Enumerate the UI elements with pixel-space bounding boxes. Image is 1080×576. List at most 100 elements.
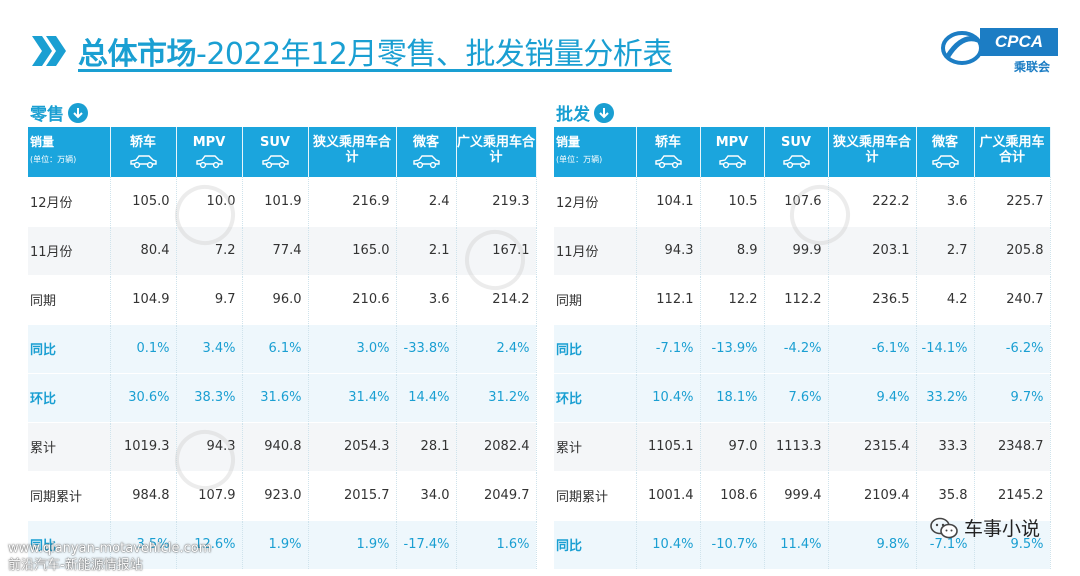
table-cell: 107.6 [764, 177, 829, 227]
car-icon [783, 155, 810, 169]
table-cell: 2.1 [396, 226, 457, 276]
table-cell: 3.6 [916, 177, 975, 227]
column-header: 微客 [916, 127, 975, 177]
table-cell: 9.8% [828, 520, 917, 570]
table-cell: 12.6% [176, 520, 243, 570]
table-cell: 999.4 [764, 471, 829, 521]
row-label: 同期 [28, 275, 111, 325]
table-cell: 2348.7 [974, 422, 1051, 472]
table-row: 11月份 94.3 8.9 99.9 203.1 2.7 205.8 [554, 226, 1051, 276]
retail-heading: 零售 [30, 100, 88, 125]
table-cell: 94.3 [636, 226, 701, 276]
table-cell: 97.0 [700, 422, 765, 472]
table-cell: 9.5% [974, 520, 1051, 570]
row-label: 环比 [28, 373, 111, 423]
table-cell: 11.4% [764, 520, 829, 570]
table-cell: 1019.3 [110, 422, 177, 472]
table-cell: 9.4% [828, 373, 917, 423]
table-cell: 7.2 [176, 226, 243, 276]
row-label: 环比 [554, 373, 637, 423]
car-icon [655, 155, 682, 169]
table-cell: 112.1 [636, 275, 701, 325]
table-cell: 1.9% [242, 520, 309, 570]
table-cell: 236.5 [828, 275, 917, 325]
table-cell: 96.0 [242, 275, 309, 325]
table-row: 同比 -7.1% -13.9% -4.2% -6.1% -14.1% -6.2% [554, 324, 1051, 374]
table-cell: 10.4% [636, 373, 701, 423]
table-cell: 31.4% [308, 373, 397, 423]
table-cell: -6.2% [974, 324, 1051, 374]
row-label: 同期累计 [554, 471, 637, 521]
table-cell: 2109.4 [828, 471, 917, 521]
car-icon [262, 155, 289, 169]
table-cell: 167.1 [456, 226, 537, 276]
logo-text: CPCA [980, 28, 1058, 56]
row-label: 累计 [28, 422, 111, 472]
header: 总体市场-2022年12月零售、批发销量分析表 [30, 28, 672, 74]
table-cell: 4.2 [916, 275, 975, 325]
footer-watermark: www.qianyan-motavehicle.com 前沿汽车-新能源情报站 [8, 541, 212, 573]
table-cell: 10.4% [636, 520, 701, 570]
table-row: 同期累计 984.8 107.9 923.0 2015.7 34.0 2049.7 [28, 471, 537, 521]
table-cell: 3.4% [176, 324, 243, 374]
column-header: MPV [700, 127, 765, 177]
table-cell: 6.1% [242, 324, 309, 374]
table-cell: 3.6 [396, 275, 457, 325]
table-cell: 10.5 [700, 177, 765, 227]
table-cell: 33.2% [916, 373, 975, 423]
table-cell: 923.0 [242, 471, 309, 521]
table-cell: -10.7% [700, 520, 765, 570]
table-cell: 12.2 [700, 275, 765, 325]
table-cell: 104.1 [636, 177, 701, 227]
table-cell: 2049.7 [456, 471, 537, 521]
column-header: MPV [176, 127, 243, 177]
table-cell: 2082.4 [456, 422, 537, 472]
table-row: 同比 3.5% 12.6% 1.9% 1.9% -17.4% 1.6% [28, 520, 537, 570]
double-chevron-icon [30, 34, 68, 68]
table-cell: 18.1% [700, 373, 765, 423]
table-cell: 101.9 [242, 177, 309, 227]
column-header: 微客 [396, 127, 457, 177]
table-cell: 1001.4 [636, 471, 701, 521]
retail-table: 销量 (单位：万辆) 轿车 MPV SUV 狭义乘用车合计 微客 广义乘用车合计 12月份 10… [28, 127, 537, 570]
column-header: 轿车 [110, 127, 177, 177]
table-cell: 31.2% [456, 373, 537, 423]
table-cell: 2054.3 [308, 422, 397, 472]
table-cell: 984.8 [110, 471, 177, 521]
arrow-down-icon [594, 102, 614, 123]
table-cell: 3.0% [308, 324, 397, 374]
table-row: 11月份 80.4 7.2 77.4 165.0 2.1 167.1 [28, 226, 537, 276]
table-cell: 222.2 [828, 177, 917, 227]
table-cell: 8.9 [700, 226, 765, 276]
corner-header: 销量 (单位：万辆) [554, 127, 637, 177]
table-cell: 240.7 [974, 275, 1051, 325]
table-cell: -7.1% [636, 324, 701, 374]
table-cell: 940.8 [242, 422, 309, 472]
table-cell: 104.9 [110, 275, 177, 325]
table-cell: 2315.4 [828, 422, 917, 472]
column-header: 广义乘用车合计 [974, 127, 1051, 177]
column-header: SUV [764, 127, 829, 177]
table-cell: 77.4 [242, 226, 309, 276]
wholesale-heading: 批发 [556, 100, 614, 125]
table-cell: 2.4% [456, 324, 537, 374]
table-cell: 3.5% [110, 520, 177, 570]
table-cell: 203.1 [828, 226, 917, 276]
row-label: 12月份 [28, 177, 111, 227]
car-icon [196, 155, 223, 169]
table-cell: -4.2% [764, 324, 829, 374]
table-cell: 219.3 [456, 177, 537, 227]
table-row: 累计 1105.1 97.0 1113.3 2315.4 33.3 2348.7 [554, 422, 1051, 472]
cpca-logo: CPCA 乘联会 [940, 24, 1058, 74]
row-label: 同期 [554, 275, 637, 325]
table-header-row: 销量 (单位：万辆) 轿车 MPV SUV 狭义乘用车合计 微客 广义乘用车合计 [554, 127, 1051, 177]
table-cell: 210.6 [308, 275, 397, 325]
car-icon [130, 155, 157, 169]
wechat-account: 车事小说 [930, 514, 1040, 541]
table-cell: 105.0 [110, 177, 177, 227]
table-cell: -33.8% [396, 324, 457, 374]
cpca-emblem-icon [941, 31, 983, 65]
row-label: 同比 [554, 324, 637, 374]
table-row: 环比 10.4% 18.1% 7.6% 9.4% 33.2% 9.7% [554, 373, 1051, 423]
logo-subtext: 乘联会 [1013, 60, 1050, 74]
